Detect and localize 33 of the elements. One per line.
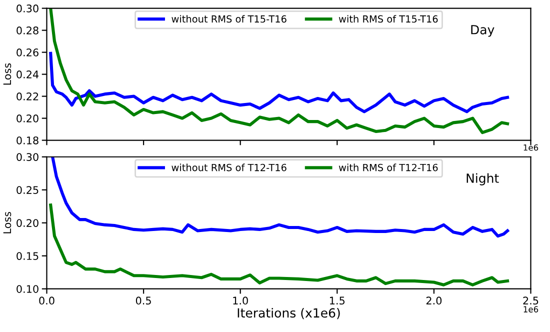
annotation: Day (471, 25, 494, 37)
y-tick-label: 0.24 (16, 70, 39, 78)
y-tick-label: 0.18 (16, 136, 38, 144)
legend-label: without RMS of T12-T16 (172, 164, 286, 172)
x-axis-title: Iterations (x1e6) (238, 308, 340, 320)
y-tick-label: 0.20 (16, 219, 38, 227)
legend-label: without RMS of T15-T16 (172, 15, 286, 23)
x-tick-label: 1.0 (233, 296, 248, 305)
line-series (49, 52, 510, 114)
x-tick-label: 0.5 (136, 296, 151, 305)
x-tick-label: 2.0 (426, 296, 442, 305)
x-tick-label: 1.5 (330, 296, 345, 305)
y-tick-label: 0.20 (16, 114, 38, 122)
line-series (49, 204, 510, 286)
y-tick-label: 0.26 (16, 48, 38, 56)
y-tick-label: 0.10 (16, 285, 38, 293)
text: 1e6 (524, 306, 538, 312)
x-tick-label: 2.5 (523, 296, 538, 305)
y-tick-label: 0.30 (16, 153, 38, 161)
y-axis-title: Loss (3, 212, 12, 234)
y-tick-label: 0.15 (16, 252, 38, 260)
y-tick-label: 0.22 (16, 92, 38, 100)
y-tick-label: 0.25 (16, 186, 38, 194)
annotation: Night (466, 173, 499, 186)
legend-label: with RMS of T12-T16 (338, 164, 438, 172)
y-axis-title: Loss (3, 63, 12, 85)
legend-label: with RMS of T15-T16 (338, 15, 438, 23)
x-tick-label: 0.0 (39, 296, 54, 305)
line-series (51, 156, 510, 238)
line-series (49, 8, 510, 134)
y-tick-label: 0.28 (16, 26, 38, 34)
text: 1e6 (524, 144, 538, 151)
y-tick-label: 0.30 (16, 4, 38, 12)
